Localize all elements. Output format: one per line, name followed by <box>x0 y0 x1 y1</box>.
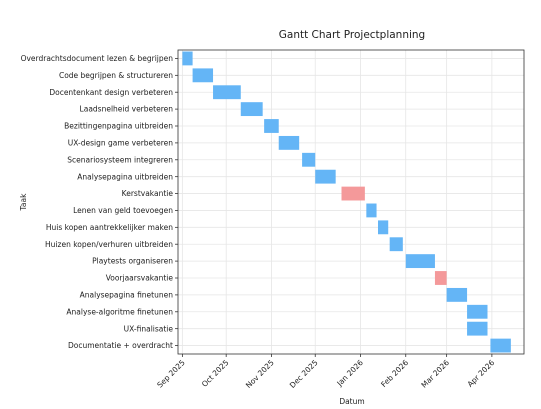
task-label: Huizen kopen/verhuren uitbreiden <box>45 240 173 249</box>
task-label: Playtests organiseren <box>92 257 173 266</box>
task-bar <box>302 152 316 167</box>
y-axis-tick-labels: Overdrachtsdocument lezen & begrijpen Cod… <box>21 54 178 350</box>
x-tick-label: Apr 2026 <box>466 358 497 389</box>
x-tick-label: Jan 2026 <box>334 358 365 389</box>
task-bar <box>434 271 447 285</box>
plot-frame <box>177 49 525 355</box>
task-label: Lenen van geld toevoegen <box>73 206 173 215</box>
task-bar <box>405 254 435 269</box>
task-label: Voorjaarsvakantie <box>106 274 174 283</box>
task-bar <box>378 220 389 235</box>
task-label: Kerstvakantie <box>122 189 174 198</box>
task-bar <box>446 287 468 302</box>
chart-title: Gantt Chart Projectplanning <box>279 29 425 41</box>
task-bar <box>315 169 336 184</box>
task-bar <box>389 237 403 252</box>
task-label: UX-design game verbeteren <box>68 138 173 147</box>
task-label: Laadsnelheid verbeteren <box>80 105 174 114</box>
x-axis-label: Datum <box>339 397 364 406</box>
task-bars <box>182 51 511 353</box>
x-tick-label: Feb 2026 <box>379 358 410 389</box>
task-label: Scenariosysteem integreren <box>67 155 173 164</box>
task-bar <box>213 85 241 100</box>
x-tick-label: Dec 2025 <box>288 358 320 390</box>
x-tick-label: Sep 2025 <box>155 358 187 390</box>
task-label: Bezittingenpagina uitbreiden <box>64 122 173 131</box>
x-tick-label: Oct 2025 <box>200 358 231 389</box>
task-bar <box>341 186 365 201</box>
task-label: Huis kopen aantrekkelijker maken <box>46 223 173 232</box>
task-label: Overdrachtsdocument lezen & begrijpen <box>21 54 174 63</box>
x-axis-tick-labels: Sep 2025 Oct 2025 Nov 2025 Dec 2025 Jan 2026… <box>155 354 496 390</box>
task-bar <box>264 119 279 133</box>
task-bar <box>366 203 377 218</box>
task-label: Code begrijpen & structureren <box>59 71 173 80</box>
x-tick-label: Nov 2025 <box>244 358 276 390</box>
task-bar <box>182 51 193 66</box>
task-bar <box>467 304 488 319</box>
y-axis-label: Taak <box>19 193 28 212</box>
task-label: UX-finalisatie <box>124 324 174 333</box>
x-tick-label: Mar 2026 <box>419 358 451 390</box>
task-bar <box>278 135 300 150</box>
task-bar <box>240 102 263 117</box>
task-bar <box>490 338 511 353</box>
task-label: Analysepagina uitbreiden <box>77 172 173 181</box>
task-label: Docentenkant design verbeteren <box>49 88 173 97</box>
task-bar <box>192 68 214 83</box>
task-bar <box>467 321 488 336</box>
task-label: Analyse-algoritme finetunen <box>66 307 173 316</box>
task-label: Analysepagina finetunen <box>80 290 174 299</box>
task-label: Documentatie + overdracht <box>68 341 173 350</box>
